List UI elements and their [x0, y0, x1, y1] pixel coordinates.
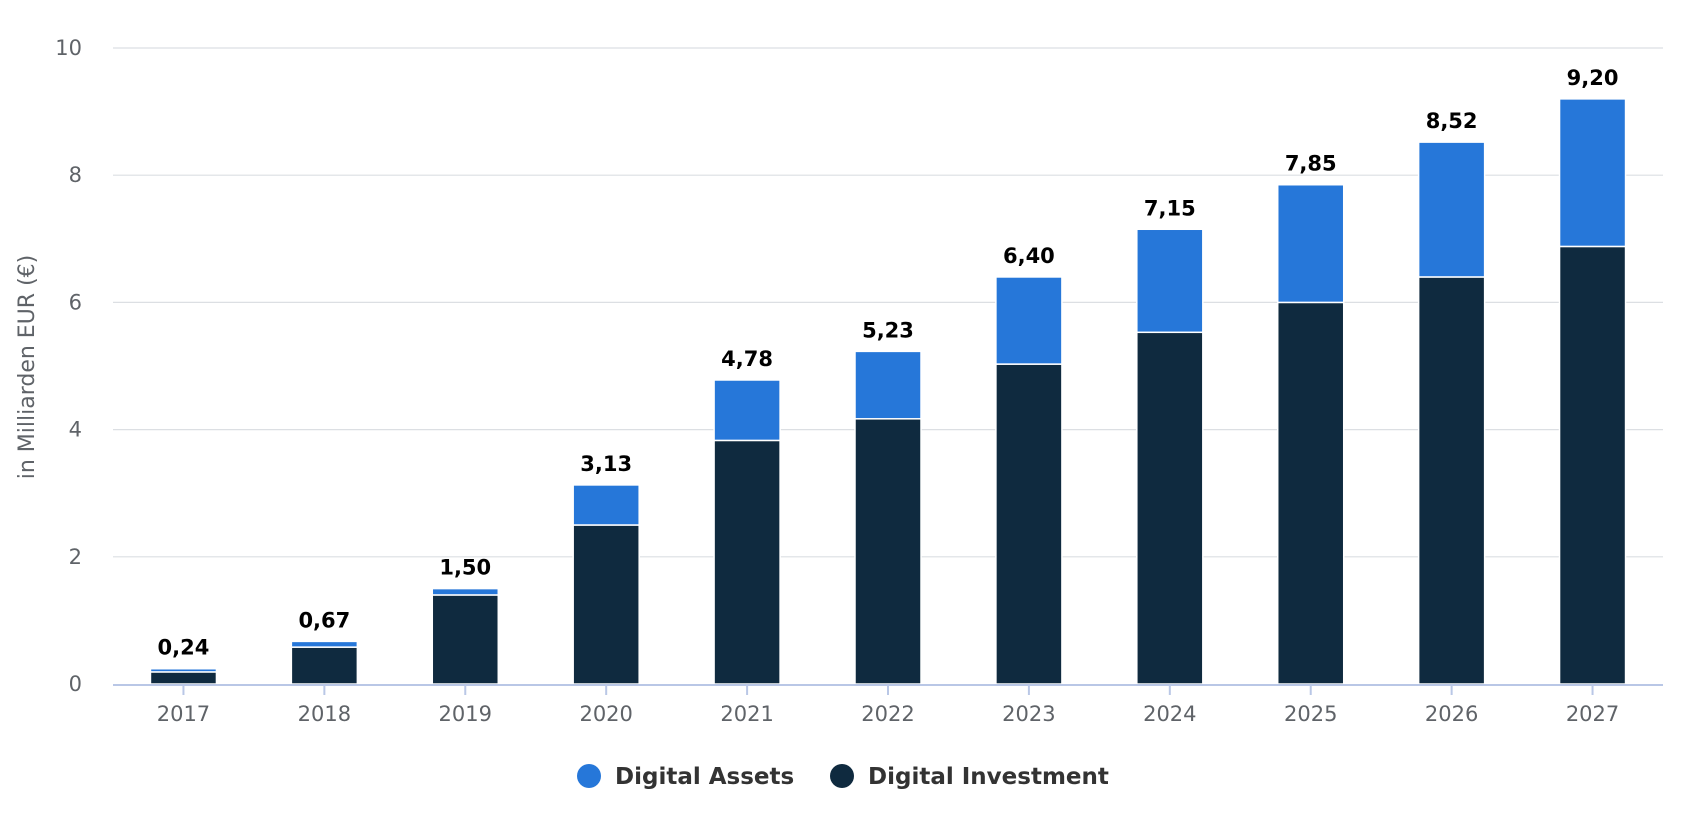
bar-segment: [1136, 331, 1204, 685]
legend-label: Digital Investment: [868, 764, 1109, 790]
y-tick-label: 0: [69, 672, 82, 696]
x-tick-label: 2025: [1284, 702, 1337, 726]
x-tick-label: 2021: [720, 702, 773, 726]
y-axis-title: in Milliarden EUR (€): [15, 255, 40, 480]
data-labels: 0,24 0,67 1,50 3,13 4,78 5,23 6,40 7,15 7,85 8,52…: [158, 66, 1619, 660]
legend-label: Digital Assets: [615, 764, 794, 790]
x-tick-label: 2024: [1143, 702, 1196, 726]
bar-segment: [713, 439, 781, 685]
y-tick-label: 2: [69, 545, 82, 569]
bar-total-label: 5,23: [862, 318, 914, 342]
y-tick-label: 4: [69, 418, 82, 442]
bar-segment: [431, 594, 500, 685]
bar-segment: [149, 667, 218, 673]
x-tick-label: 2022: [861, 702, 914, 726]
bar-segment: [1276, 301, 1345, 685]
bar-total-label: 8,52: [1426, 109, 1478, 133]
bar-segment: [290, 646, 359, 685]
legend: Digital Assets Digital Investment: [577, 764, 1109, 790]
bar-segment: [1276, 183, 1345, 304]
x-tick-label: 2019: [439, 702, 492, 726]
bar-segment: [1417, 141, 1486, 278]
bar-total-label: 4,78: [721, 347, 773, 371]
y-tick-label: 10: [55, 36, 82, 60]
bar-segment: [1417, 276, 1486, 685]
bar-segment: [995, 363, 1063, 685]
bar-total-label: 7,85: [1285, 152, 1337, 176]
y-tick-label: 8: [69, 163, 82, 187]
bar-total-label: 1,50: [439, 556, 491, 580]
bar-segment: [431, 587, 500, 596]
axes: 0 2 4 6 8 10 2017 2018 2019 2020 2021 2022 2023 2024 2…: [55, 36, 1663, 726]
bar-segment: [1558, 98, 1627, 248]
x-tick-label: 2027: [1566, 702, 1619, 726]
x-tick-label: 2020: [579, 702, 632, 726]
bar-segment: [1558, 245, 1627, 685]
x-tick-label: 2026: [1425, 702, 1478, 726]
x-tick-label: 2023: [1002, 702, 1055, 726]
bar-segment: [572, 524, 640, 685]
bar-segment: [149, 671, 218, 685]
gridlines: [113, 47, 1663, 558]
bar-segment: [713, 379, 781, 442]
x-tick-label: 2018: [298, 702, 351, 726]
bar-total-label: 7,15: [1144, 196, 1196, 220]
x-tick-label: 2017: [157, 702, 210, 726]
bar-segment: [572, 484, 640, 526]
bar-segment: [1136, 228, 1204, 334]
bar-total-label: 0,24: [158, 636, 210, 660]
bar-total-label: 3,13: [580, 452, 632, 476]
bar-total-label: 6,40: [1003, 244, 1055, 268]
bar-total-label: 9,20: [1567, 66, 1619, 90]
bar-total-label: 0,67: [298, 608, 350, 632]
legend-marker: [830, 764, 854, 788]
bar-segment: [854, 350, 922, 420]
bars: [149, 98, 1627, 685]
bar-segment: [995, 276, 1063, 365]
y-tick-label: 6: [69, 290, 82, 314]
bar-segment: [290, 640, 359, 648]
legend-marker: [577, 764, 601, 788]
bar-segment: [854, 418, 922, 685]
